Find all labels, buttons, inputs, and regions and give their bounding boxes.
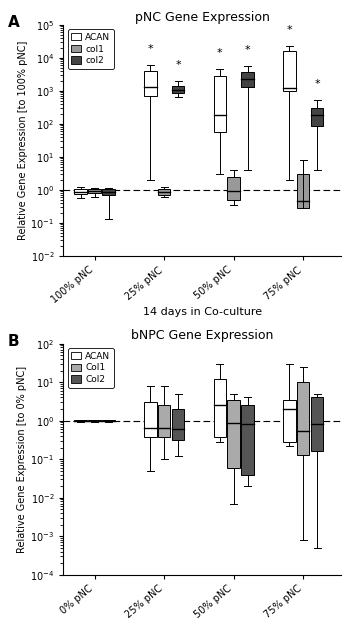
Bar <box>172 409 184 440</box>
Bar <box>144 71 157 96</box>
Legend: ACAN, col1, col2: ACAN, col1, col2 <box>68 29 114 69</box>
Bar <box>158 405 170 437</box>
Bar <box>311 109 323 126</box>
Bar <box>283 51 296 91</box>
Bar <box>227 177 240 200</box>
Bar <box>283 400 296 442</box>
Bar <box>241 72 254 87</box>
Bar <box>297 382 309 455</box>
Bar <box>311 397 323 451</box>
Text: *: * <box>175 59 181 69</box>
Y-axis label: Relative Gene Expression [to 0% pNC]: Relative Gene Expression [to 0% pNC] <box>17 366 27 552</box>
Text: B: B <box>8 334 19 349</box>
Bar <box>88 420 101 421</box>
Bar <box>102 420 115 421</box>
Bar <box>75 420 87 421</box>
Bar <box>144 402 157 437</box>
Text: *: * <box>217 48 222 58</box>
Bar <box>297 174 309 208</box>
Bar <box>227 400 240 468</box>
Text: *: * <box>245 45 250 55</box>
Y-axis label: Relative Gene Expression [to 100% pNC]: Relative Gene Expression [to 100% pNC] <box>18 41 28 240</box>
Text: *: * <box>287 25 292 35</box>
Bar <box>214 379 226 437</box>
Text: A: A <box>8 15 19 30</box>
Bar <box>88 189 101 193</box>
Title: bNPC Gene Expression: bNPC Gene Expression <box>131 329 274 342</box>
X-axis label: 14 days in Co-culture: 14 days in Co-culture <box>143 307 262 316</box>
Bar <box>75 189 87 194</box>
Bar <box>158 189 170 195</box>
Title: pNC Gene Expression: pNC Gene Expression <box>135 11 270 23</box>
Bar <box>214 76 226 132</box>
Text: *: * <box>314 79 320 89</box>
Bar <box>172 86 184 93</box>
Text: *: * <box>147 44 153 54</box>
Bar <box>241 405 254 475</box>
Bar <box>102 189 115 195</box>
Legend: ACAN, Col1, Col2: ACAN, Col1, Col2 <box>68 348 114 387</box>
